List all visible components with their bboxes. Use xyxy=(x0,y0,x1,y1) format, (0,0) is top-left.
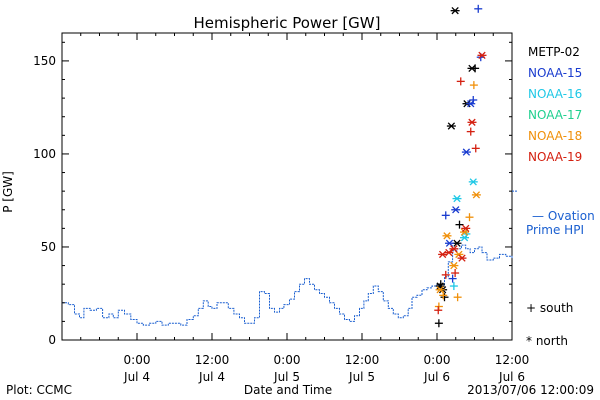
footer-credit: Plot: CCMC xyxy=(6,383,72,397)
legend-item-3: NOAA-17 xyxy=(528,108,582,122)
point-north-4-5 xyxy=(471,191,481,199)
point-north-1-0 xyxy=(445,239,454,247)
point-south-5-4 xyxy=(466,127,475,136)
x-tick-date-0: Jul 4 xyxy=(123,370,150,384)
x-tick-time-3: 12:00 xyxy=(345,353,380,367)
point-south-2-0 xyxy=(449,282,458,291)
x-tick-date-4: Jul 6 xyxy=(423,370,450,384)
y-tick-label-1: 50 xyxy=(41,240,56,254)
footer-timestamp: 2013/07/06 12:00:09 xyxy=(467,383,594,397)
ovation-line xyxy=(62,244,513,326)
legend-item-0: METP-02 xyxy=(528,45,580,59)
x-tick-time-5: 12:00 xyxy=(495,353,530,367)
y-tick-label-3: 150 xyxy=(33,54,56,68)
point-south-5-1 xyxy=(441,270,450,279)
legend-item-4: NOAA-18 xyxy=(528,129,582,143)
point-south-5-2 xyxy=(451,269,460,278)
point-north-1-3 xyxy=(466,100,476,108)
symbol-legend-north: * north xyxy=(526,334,568,348)
point-north-0-6 xyxy=(467,64,477,73)
point-north-5-4 xyxy=(461,224,471,233)
point-south-5-3 xyxy=(456,77,465,86)
point-south-1-1 xyxy=(448,274,457,283)
legend-item-1: NOAA-15 xyxy=(528,66,582,80)
y-axis-label: P [GW] xyxy=(1,171,15,213)
x-axis: 0:00 Jul 4 12:00 Jul 4 0:00 Jul 5 12:00 Jul 5 0:… xyxy=(80,33,530,384)
point-north-4-0 xyxy=(435,286,445,294)
point-north-1-1 xyxy=(451,206,461,214)
legend-item-5: NOAA-19 xyxy=(528,150,582,164)
point-north-0-2 xyxy=(446,122,456,130)
ovation-label-line1: — Ovation xyxy=(532,209,595,223)
point-north-5-3 xyxy=(457,254,467,262)
x-tick-time-4: 0:00 xyxy=(424,353,451,367)
point-south-4-2 xyxy=(453,293,462,302)
point-south-5-0 xyxy=(434,306,443,315)
point-south-1-0 xyxy=(441,211,450,220)
point-north-4-1 xyxy=(442,232,452,240)
point-north-5-2 xyxy=(449,245,459,253)
point-north-5-5 xyxy=(467,118,477,126)
point-south-0-2 xyxy=(440,293,449,302)
y-tick-label-2: 100 xyxy=(33,147,56,161)
symbol-legend: + south * north xyxy=(526,301,573,348)
point-north-1-2 xyxy=(461,148,471,156)
x-axis-label: Date and Time xyxy=(244,383,332,397)
x-tick-time-0: 0:00 xyxy=(124,353,151,367)
point-north-5-6 xyxy=(477,51,487,59)
point-south-4-4 xyxy=(469,81,478,90)
point-north-2-2 xyxy=(468,178,478,186)
data-points xyxy=(434,4,487,328)
point-north-0-3 xyxy=(450,7,460,15)
point-north-4-2 xyxy=(449,261,459,270)
point-north-4-3 xyxy=(454,250,464,259)
point-south-1-2 xyxy=(469,95,478,104)
x-tick-date-3: Jul 5 xyxy=(348,370,375,384)
symbol-legend-south: + south xyxy=(526,301,573,315)
legend: METP-02 NOAA-15 NOAA-16 NOAA-17 NOAA-18 NOAA-… xyxy=(528,45,582,164)
ovation-label-line2: Prime HPI xyxy=(526,223,584,237)
point-south-0-0 xyxy=(434,319,443,328)
x-tick-date-2: Jul 5 xyxy=(273,370,300,384)
x-tick-time-1: 12:00 xyxy=(195,353,230,367)
y-tick-label-0: 0 xyxy=(48,333,56,347)
ovation-series xyxy=(62,190,518,326)
point-south-4-3 xyxy=(465,213,474,222)
legend-item-2: NOAA-16 xyxy=(528,87,582,101)
point-north-2-1 xyxy=(460,234,469,242)
x-tick-date-1: Jul 4 xyxy=(198,370,225,384)
point-south-0-3 xyxy=(455,220,464,229)
point-south-5-5 xyxy=(471,144,480,153)
point-north-5-1 xyxy=(444,248,454,257)
point-north-2-0 xyxy=(452,194,462,203)
point-south-1-3 xyxy=(474,4,483,13)
x-tick-time-2: 0:00 xyxy=(274,353,301,367)
chart-title: Hemispheric Power [GW] xyxy=(194,14,381,32)
y-axis: 0 50 100 150 xyxy=(33,41,512,347)
x-tick-date-5: Jul 6 xyxy=(498,370,525,384)
